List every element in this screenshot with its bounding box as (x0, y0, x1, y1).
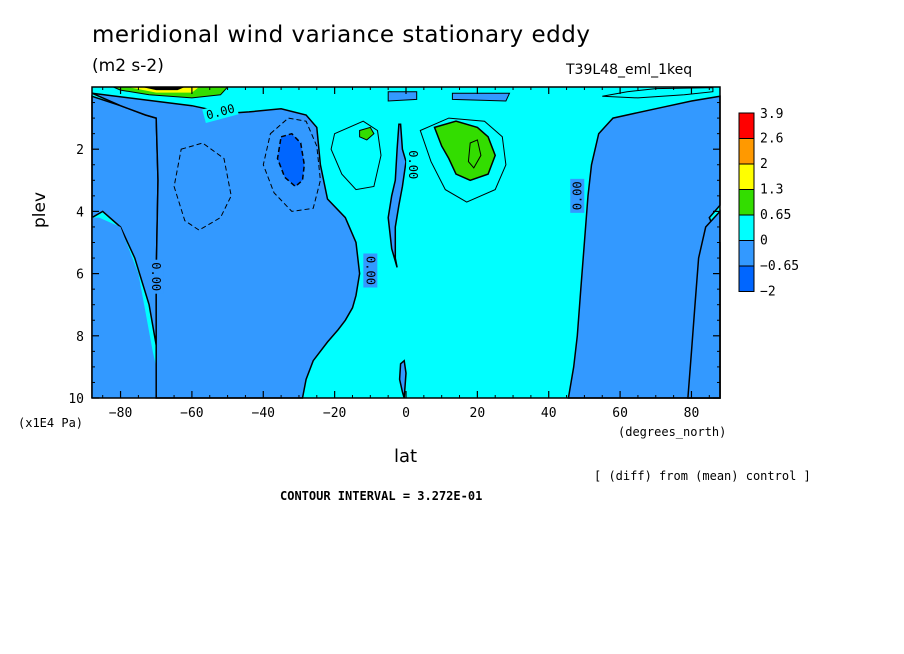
contour-positive-ring-18n (419, 117, 507, 203)
region-south-polar-lower (92, 217, 157, 398)
x-tick-label: −80 (109, 406, 132, 421)
contour-positive-ring-minus10 (330, 120, 382, 191)
x-axis-label: lat (394, 446, 418, 467)
region-top-patch-2 (451, 92, 511, 102)
region-positive-18n (433, 120, 497, 182)
colorbar-swatch (738, 265, 755, 292)
colorbar-label: 0 (760, 234, 768, 249)
contour-dashed-ring (262, 117, 321, 212)
x-tick-label: −20 (323, 406, 346, 421)
contour-label: 0.00 (570, 181, 584, 210)
colorbar-label: 0.65 (760, 208, 791, 223)
colorbar-swatch (738, 138, 755, 165)
colorbar-label: −0.65 (760, 259, 799, 274)
colorbar-swatch (738, 240, 755, 267)
x-tick-label: 20 (470, 406, 486, 421)
x-tick-label: 80 (684, 406, 700, 421)
region-very-negative (276, 132, 306, 188)
contour-north-top (602, 87, 714, 99)
y-tick-label: 10 (68, 392, 84, 407)
x-tick-label: 40 (541, 406, 557, 421)
x-axis-units: (degrees_north) (618, 425, 727, 439)
y-tick-label: 2 (76, 143, 84, 158)
x-tick-label: 60 (612, 406, 628, 421)
contour-label: 0.00 (406, 150, 420, 179)
y-tick-label: 6 (76, 268, 84, 283)
chart-units: (m2 s-2) (92, 56, 164, 76)
y-axis-units: (x1E4 Pa) (18, 416, 84, 430)
y-tick-label: 8 (76, 330, 84, 345)
contour-label-bg (202, 100, 239, 124)
contour-label: 0.00 (149, 262, 163, 291)
contour-label-bg (149, 259, 164, 294)
contour-label-bg (570, 178, 585, 213)
colorbar-swatch (738, 163, 755, 190)
colorbar-label: −2 (760, 285, 776, 300)
contour-interval: CONTOUR INTERVAL = 3.272E-01 (280, 489, 483, 503)
colorbar-label: 3.9 (760, 107, 783, 122)
region-top-patch-1 (387, 91, 418, 102)
contour-dashed-south (173, 142, 232, 231)
x-tick-label: −60 (180, 406, 203, 421)
colorbar-label: 1.3 (760, 183, 783, 198)
contour-label-bg (406, 147, 421, 182)
x-tick-label: −40 (252, 406, 275, 421)
colorbar-label: 2.6 (760, 132, 783, 147)
region-equator-strip (387, 123, 407, 268)
x-tick-label: 0 (402, 406, 410, 421)
colorbar-label: 2 (760, 157, 768, 172)
colorbar-swatch (738, 214, 755, 241)
region-positive-minus10 (359, 126, 375, 141)
chart-title: meridional wind variance stationary eddy (92, 22, 591, 48)
run-label: T39L48_eml_1keq (566, 62, 693, 78)
contour-label-bg (363, 253, 378, 288)
colorbar-swatch (738, 112, 755, 139)
colorbar-swatch (738, 189, 755, 216)
y-tick-label: 4 (76, 205, 84, 220)
contour-label: 0.00 (363, 256, 377, 285)
diff-note: [ (diff) from (mean) control ] (594, 469, 811, 483)
contour-inner-18n (467, 139, 482, 169)
